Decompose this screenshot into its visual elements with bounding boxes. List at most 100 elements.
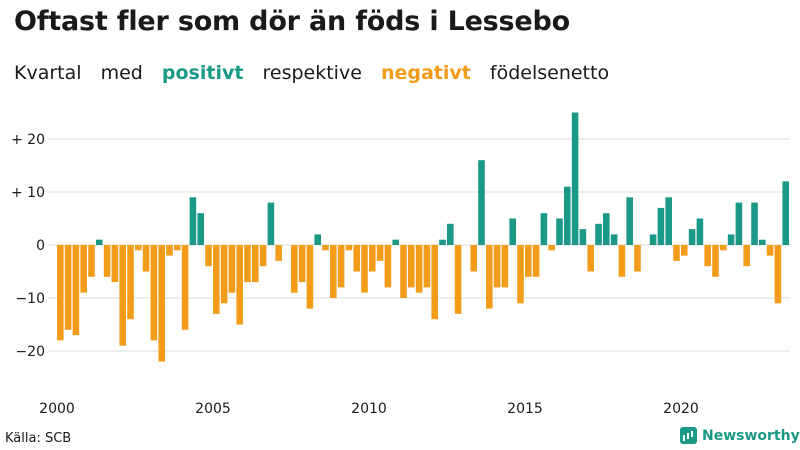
bar: [532, 245, 540, 277]
bar: [259, 245, 267, 267]
bar: [727, 234, 735, 245]
bar: [111, 245, 119, 283]
bar: [205, 245, 212, 267]
bar: [252, 245, 259, 283]
brand-logo: Newsworthy: [680, 427, 800, 444]
bar: [579, 229, 587, 245]
bar: [431, 245, 438, 320]
bar: [72, 245, 80, 336]
bar: [478, 160, 485, 245]
bar: [587, 245, 594, 272]
bar: [517, 245, 524, 304]
subtitle-text-1: Kvartal: [14, 62, 82, 84]
bar: [220, 245, 228, 304]
chart-logo-icon: [680, 427, 697, 444]
bar: [774, 245, 782, 304]
bar: [197, 213, 204, 245]
bars: [57, 112, 789, 362]
bar: [610, 234, 618, 245]
bar: [548, 245, 555, 251]
bar: [408, 245, 415, 288]
bar: [735, 202, 743, 245]
bar: [244, 245, 251, 283]
bar: [189, 197, 197, 245]
y-tick-label: 0: [36, 238, 45, 254]
bar: [353, 245, 360, 272]
bar: [704, 245, 711, 267]
chart-subtitle: Kvartal med positivt respektive negativt…: [14, 62, 622, 84]
subtitle-negative-word: negativt: [380, 62, 471, 84]
bar: [361, 245, 368, 293]
y-tick-label: −20: [15, 344, 45, 360]
y-tick-label: −10: [15, 291, 45, 307]
bar: [88, 245, 95, 277]
bar: [337, 245, 345, 288]
bar: [392, 239, 399, 245]
subtitle-text-3: respektive: [262, 62, 362, 84]
bar: [649, 234, 657, 245]
bar: [174, 245, 181, 251]
bar: [540, 213, 548, 245]
bar: [142, 245, 150, 272]
bar: [486, 245, 493, 309]
bar: [743, 245, 750, 267]
x-tick-label: 2000: [39, 401, 75, 417]
bar: [400, 245, 407, 298]
bar: [423, 245, 431, 288]
bar: [158, 245, 165, 362]
bar: [236, 245, 243, 325]
y-tick-label: + 20: [11, 132, 45, 148]
bar: [314, 234, 321, 245]
bar: [57, 245, 64, 341]
bar: [766, 245, 774, 256]
source-note: Källa: SCB: [5, 431, 72, 446]
bar: [759, 239, 766, 245]
bar: [80, 245, 87, 293]
bar: [415, 245, 423, 293]
bar: [556, 218, 563, 245]
bar: [688, 229, 696, 245]
bar: [673, 245, 680, 261]
x-axis-labels: 2000 2005 2010 2015 2020: [39, 401, 699, 417]
bar: [665, 197, 672, 245]
bar: [291, 245, 298, 293]
bar: [618, 245, 626, 277]
bar: [369, 245, 376, 272]
bar: [384, 245, 392, 288]
bar: [712, 245, 719, 277]
bar: [213, 245, 220, 314]
bar: [696, 218, 704, 245]
x-tick-label: 2020: [663, 401, 699, 417]
bar: [64, 245, 72, 330]
bar: [376, 245, 384, 261]
bar: [501, 245, 509, 288]
y-axis-labels: + 20 + 10 0 −10 −20: [11, 132, 45, 360]
x-tick-label: 2010: [351, 401, 387, 417]
bar: [525, 245, 532, 277]
bar: [330, 245, 337, 298]
bar: [119, 245, 126, 346]
bar: [228, 245, 236, 293]
bar: [564, 186, 571, 245]
bar: [96, 239, 103, 245]
bar: [657, 207, 665, 245]
bar: [150, 245, 158, 341]
bar: [306, 245, 314, 309]
bar: [135, 245, 142, 251]
bar: [751, 202, 758, 245]
bar: [626, 197, 633, 245]
bar: [603, 213, 610, 245]
bar: [454, 245, 462, 314]
bar: [181, 245, 189, 330]
bar: [439, 239, 446, 245]
bar: [493, 245, 501, 288]
bar: [345, 245, 353, 251]
bar: [166, 245, 173, 256]
bar: [267, 202, 275, 245]
bar: [470, 245, 477, 272]
chart-title: Oftast fler som dör än föds i Lessebo: [14, 6, 571, 37]
bar: [275, 245, 282, 261]
bar: [571, 112, 579, 245]
bar: [447, 223, 454, 245]
